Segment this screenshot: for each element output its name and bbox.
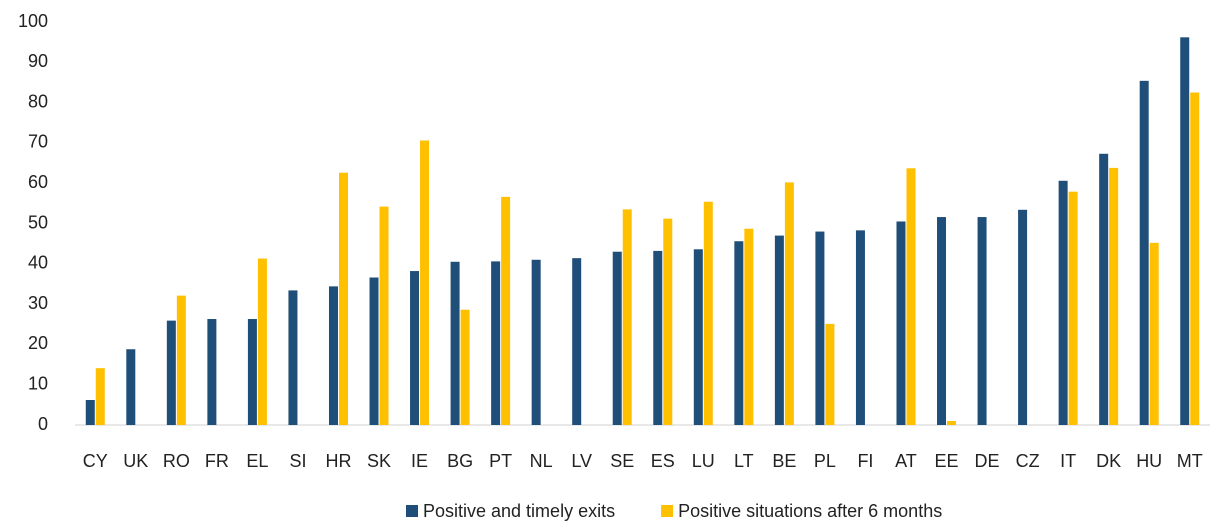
bar: [379, 206, 389, 425]
legend-swatch: [406, 505, 418, 517]
x-tick-label: CY: [83, 451, 108, 471]
bar: [703, 201, 713, 425]
bar: [247, 319, 257, 425]
y-tick-label: 50: [28, 212, 48, 232]
y-tick-label: 70: [28, 132, 48, 152]
x-tick-label: IE: [411, 451, 428, 471]
y-tick-label: 100: [18, 11, 48, 31]
bar: [328, 286, 338, 425]
bar: [774, 235, 784, 425]
y-tick-label: 20: [28, 333, 48, 353]
bar: [257, 258, 267, 425]
bar: [410, 271, 420, 425]
bar: [1149, 242, 1159, 425]
x-tick-label: CZ: [1016, 451, 1040, 471]
bar: [491, 261, 501, 425]
bar: [815, 231, 825, 425]
legend-label: Positive situations after 6 months: [678, 501, 942, 521]
bar: [460, 309, 470, 425]
x-tick-label: DE: [975, 451, 1000, 471]
x-tick-label: ES: [651, 451, 675, 471]
x-tick-label: NL: [530, 451, 553, 471]
legend-label: Positive and timely exits: [423, 501, 615, 521]
bar: [947, 420, 957, 425]
x-tick-label: DK: [1096, 451, 1121, 471]
bar: [420, 140, 430, 425]
bar: [1180, 37, 1190, 426]
x-tick-label: UK: [123, 451, 148, 471]
bar: [663, 218, 673, 425]
bar: [693, 249, 703, 425]
x-tick-label: MT: [1177, 451, 1203, 471]
y-tick-label: 30: [28, 293, 48, 313]
x-tick-label: FR: [205, 451, 229, 471]
legend-swatch: [661, 505, 674, 517]
x-tick-label: PL: [814, 451, 836, 471]
bar: [896, 221, 906, 425]
bar: [855, 230, 865, 425]
bar: [784, 182, 794, 425]
bar: [1068, 191, 1078, 425]
x-tick-label: SI: [289, 451, 306, 471]
x-tick-label: EE: [935, 451, 959, 471]
bar: [744, 228, 754, 425]
x-tick-label: HU: [1136, 451, 1162, 471]
bar: [1018, 209, 1028, 425]
bar: [977, 217, 987, 425]
y-tick-label: 60: [28, 172, 48, 192]
bar: [1139, 80, 1149, 425]
bar: [85, 400, 95, 425]
bar: [338, 172, 348, 425]
bar: [653, 250, 663, 425]
bar: [572, 258, 582, 425]
bar: [126, 349, 136, 425]
bar: [1190, 92, 1200, 426]
y-tick-label: 90: [28, 51, 48, 71]
bar: [166, 320, 176, 425]
x-tick-label: AT: [895, 451, 917, 471]
x-tick-label: RO: [163, 451, 190, 471]
bar: [734, 241, 744, 425]
x-tick-label: LU: [692, 451, 715, 471]
bar: [612, 251, 622, 425]
bar: [501, 196, 511, 425]
bar: [369, 277, 379, 425]
x-tick-label: SK: [367, 451, 391, 471]
bar: [1058, 180, 1068, 425]
bar: [937, 217, 947, 425]
x-tick-label: BE: [772, 451, 796, 471]
x-tick-label: IT: [1060, 451, 1076, 471]
bar: [288, 290, 298, 425]
x-tick-label: SE: [610, 451, 634, 471]
bar: [1109, 167, 1119, 426]
bar: [207, 319, 217, 425]
x-tick-label: LV: [571, 451, 592, 471]
bar: [825, 323, 835, 425]
bar: [176, 295, 186, 425]
y-tick-label: 40: [28, 253, 48, 273]
y-tick-label: 10: [28, 373, 48, 393]
y-tick-label: 0: [38, 414, 48, 434]
x-tick-label: LT: [734, 451, 754, 471]
bar: [622, 209, 632, 425]
bar: [450, 261, 460, 425]
y-tick-label: 80: [28, 91, 48, 111]
x-tick-label: PT: [489, 451, 512, 471]
x-tick-label: FI: [857, 451, 873, 471]
bar: [95, 368, 105, 425]
x-tick-label: HR: [325, 451, 351, 471]
bar: [531, 259, 541, 425]
x-tick-label: BG: [447, 451, 473, 471]
bar: [906, 168, 916, 425]
x-tick-label: EL: [246, 451, 268, 471]
bar: [1099, 153, 1109, 425]
